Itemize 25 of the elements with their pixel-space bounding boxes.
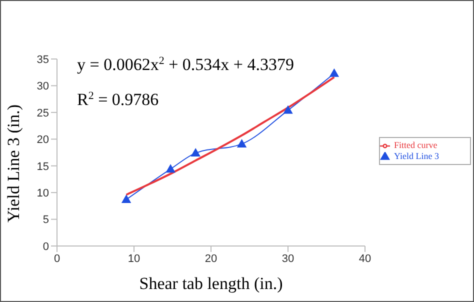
point bbox=[237, 139, 246, 148]
x-tick-label: 20 bbox=[204, 252, 218, 265]
annotation: R$^{2}$ = 0.9786 bbox=[77, 90, 159, 109]
point bbox=[166, 164, 176, 173]
x-axis-title: Shear tab length (in.) bbox=[139, 274, 283, 293]
x-tick-label: 0 bbox=[54, 252, 60, 265]
x-tick-label: 40 bbox=[358, 252, 372, 265]
annotation: y = 0.0062x$^{2}$ + 0.534x + 4.3379 bbox=[77, 55, 294, 74]
y-tick-label: 0 bbox=[42, 240, 49, 253]
y-tick-label: 25 bbox=[36, 107, 49, 120]
point bbox=[191, 148, 200, 157]
x-tick-label: 30 bbox=[282, 252, 294, 265]
point bbox=[122, 195, 131, 204]
y-tick-label: 10 bbox=[36, 187, 49, 200]
y-tick-label: 30 bbox=[36, 80, 49, 93]
y-tick-label: 35 bbox=[36, 54, 49, 66]
y-tick-label: 20 bbox=[36, 134, 49, 146]
point bbox=[330, 68, 339, 77]
y-tick-label: 5 bbox=[42, 214, 49, 226]
legend-label: Fitted curve bbox=[394, 140, 438, 150]
point bbox=[284, 106, 292, 114]
x-tick-label: 10 bbox=[128, 252, 140, 265]
legend-label: Yield Line 3 bbox=[394, 151, 439, 161]
y-tick-label: 15 bbox=[36, 160, 49, 173]
y-axis-title: Yield Line 3 (in.) bbox=[4, 104, 24, 222]
